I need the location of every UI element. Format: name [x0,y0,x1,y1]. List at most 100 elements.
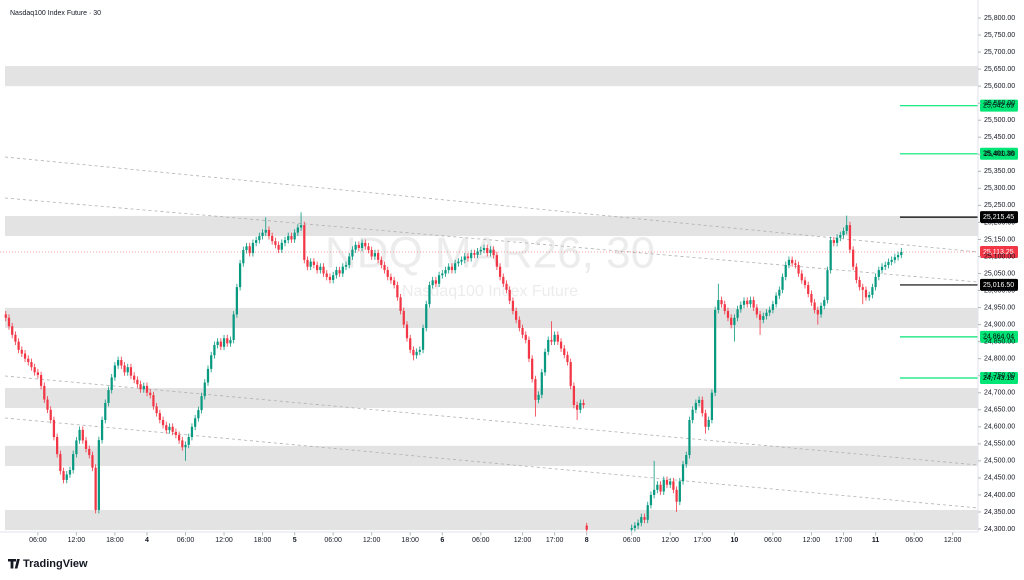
x-tick-label: 12:00 [944,537,962,544]
candle-body [357,244,360,248]
candle-body [473,253,476,255]
candle-body [823,300,826,306]
candle-body [672,481,675,490]
candle-body [437,275,441,284]
candle-body [328,276,332,280]
candle-body [222,338,226,347]
candle-body [133,375,136,380]
candle-body [126,367,129,373]
candle-body [890,259,893,262]
candle-body [88,448,91,456]
candle-body [219,341,222,347]
candle-body [508,289,511,301]
candle-body [848,225,852,250]
candle-body [489,249,492,254]
zone [5,445,978,466]
candle-body [389,276,393,281]
y-tick-label: 24,900.00 [984,321,1015,328]
candle-body [864,289,868,298]
candle-body [184,444,187,448]
candle-body [880,266,884,271]
zone [5,66,978,87]
candle-body [229,339,232,344]
candle-body [540,372,543,395]
price-label-box [980,372,1018,385]
candle-body [774,295,778,305]
candle-body [669,481,672,485]
candle-body [344,264,348,267]
candle-body [566,354,569,363]
candle-body [4,314,7,318]
candle-body [104,402,107,420]
candle-body [852,249,855,267]
trend-line [4,375,979,466]
candle-body [742,300,746,305]
candle-body [405,324,409,339]
candle-body [68,470,72,475]
y-tick-label: 24,800.00 [984,356,1015,363]
trend-lines [4,156,979,509]
candle-body [216,341,219,346]
candle-body [842,230,845,236]
candle-body [521,328,524,335]
candle-body [877,270,880,277]
candle-body [145,385,149,393]
candle-body [900,251,903,256]
candle-body [470,253,473,259]
candle-body [659,484,662,492]
price-label: 25,215.45 [983,214,1014,221]
y-tick-label: 25,400.00 [984,151,1015,158]
candle-body [116,360,120,366]
x-tick-label: 12:00 [661,537,679,544]
candle-body [874,276,877,288]
candle-body [633,525,637,528]
symbol-title: Nasdaq100 Index Future · 30 [10,10,101,17]
candle-body [778,289,781,296]
candle-body [258,236,261,241]
y-tick-label: 25,350.00 [984,168,1015,175]
x-tick-label: 18:00 [254,537,272,544]
candle-body [396,285,399,298]
candle-body [707,419,710,427]
candle-body [20,349,23,354]
candle-body [575,404,579,410]
y-tick-label: 24,400.00 [984,492,1015,499]
candle-body [43,385,46,400]
candle-body [720,300,723,305]
candle-body [232,314,235,340]
candle-body [794,263,797,265]
zone [5,215,978,237]
candle-body [30,362,33,368]
candle-body [383,264,386,271]
candle-body [325,273,328,277]
candle-body [315,264,319,271]
candle-body [36,372,39,376]
y-tick-label: 24,750.00 [984,373,1015,380]
price-label-box [980,99,1018,112]
candle-body [816,309,819,315]
candle-body [835,237,839,243]
candle-body [511,300,515,311]
candle-body [498,266,502,277]
candle-body [306,259,309,267]
candle-body [762,316,765,320]
candle-body [514,310,518,320]
candle-body [884,264,887,267]
y-tick-label: 24,300.00 [984,526,1015,533]
candle-body [296,227,299,233]
candle-body [78,429,81,441]
x-tick-label: 06:00 [764,537,782,544]
candle-body [120,360,123,366]
candle-body [373,253,377,257]
x-tick-label: 12:00 [514,537,532,544]
candle-body [351,249,354,257]
price-label: 24,743.18 [983,375,1014,382]
candle-body [739,304,742,310]
candle-body [91,455,94,468]
candle-body [23,353,27,359]
brand-logo: TradingView [7,558,88,570]
candle-body [723,304,726,311]
candle-body [386,270,389,277]
candle-body [569,362,572,386]
